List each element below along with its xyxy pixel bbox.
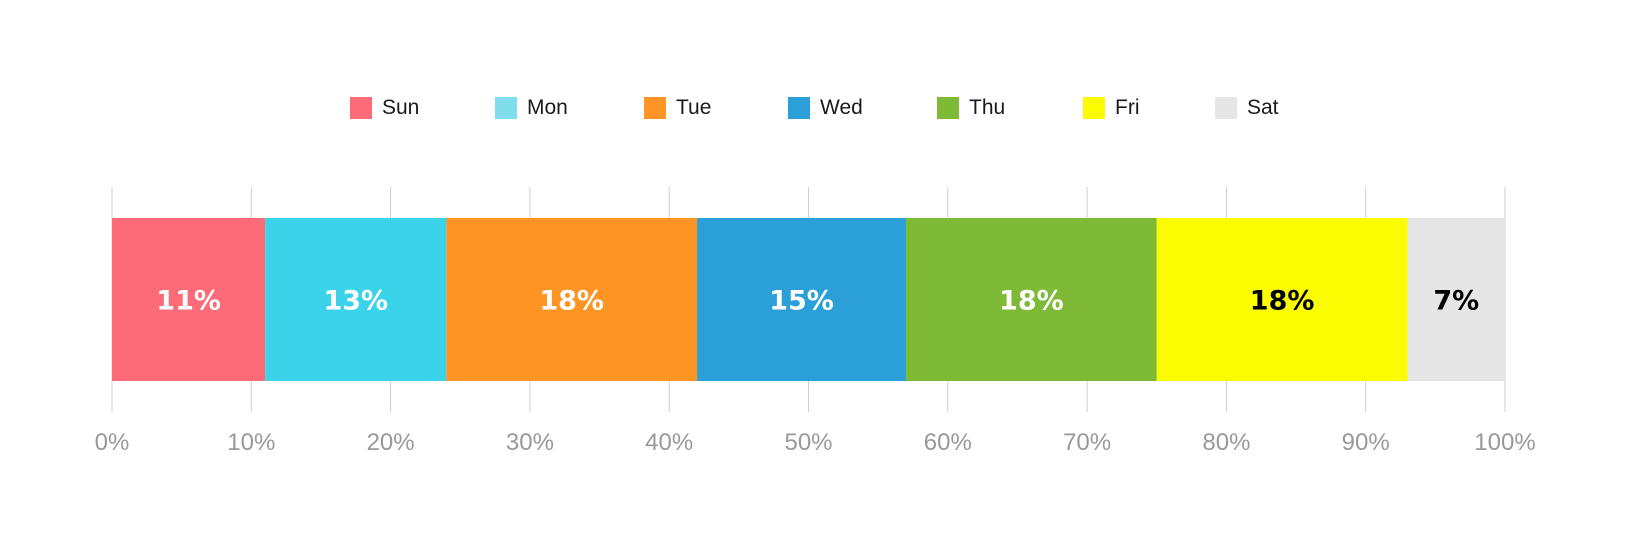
legend-swatch bbox=[788, 97, 810, 119]
legend-item-fri: Fri bbox=[1083, 96, 1140, 120]
x-tick-label: 90% bbox=[1342, 429, 1390, 456]
data-label-wed: 15% bbox=[769, 286, 834, 317]
data-label-sat: 7% bbox=[1433, 286, 1479, 317]
x-tick-label: 40% bbox=[645, 429, 693, 456]
data-label-mon: 13% bbox=[323, 286, 388, 317]
legend-label: Sun bbox=[382, 96, 420, 119]
x-tick-label: 50% bbox=[784, 429, 832, 456]
x-axis-tick-labels: 0% 10% 20% 30% 40% 50% 60% 70% 80% 90% 100% bbox=[95, 429, 1536, 456]
legend-label: Mon bbox=[527, 96, 568, 119]
bar-segment-thu bbox=[906, 218, 1157, 381]
legend-label: Thu bbox=[969, 96, 1006, 119]
chart-legend: Sun Mon Tue Wed Thu Fri Sat bbox=[0, 96, 1628, 120]
legend-swatch bbox=[644, 97, 666, 119]
legend-swatch bbox=[937, 97, 959, 119]
bar-segment-tue bbox=[446, 218, 698, 381]
data-label-thu: 18% bbox=[999, 286, 1064, 317]
legend-label: Wed bbox=[820, 96, 863, 119]
legend-item-mon: Mon bbox=[495, 96, 568, 120]
legend-item-tue: Tue bbox=[644, 96, 711, 120]
legend-item-sat: Sat bbox=[1215, 96, 1279, 120]
legend-label: Tue bbox=[676, 96, 712, 119]
data-label-sun: 11% bbox=[156, 286, 221, 317]
bar-segment-sat bbox=[1407, 218, 1505, 381]
legend-swatch bbox=[350, 97, 372, 119]
legend-swatch bbox=[1215, 97, 1237, 119]
legend-item-thu: Thu bbox=[937, 96, 1005, 120]
legend-swatch bbox=[495, 97, 517, 119]
bar-segment-sun bbox=[112, 218, 266, 381]
x-tick-label: 30% bbox=[506, 429, 554, 456]
x-tick-label: 10% bbox=[227, 429, 275, 456]
bar-segments: 11% 13% 18% 15% 18% 18% 7% bbox=[112, 218, 1505, 381]
x-tick-label: 80% bbox=[1202, 429, 1250, 456]
bar-segment-fri bbox=[1156, 218, 1408, 381]
legend-item-sun: Sun bbox=[350, 96, 419, 120]
legend-label: Sat bbox=[1247, 96, 1279, 119]
x-tick-label: 70% bbox=[1063, 429, 1111, 456]
data-label-fri: 18% bbox=[1250, 286, 1315, 317]
bar-segment-wed bbox=[697, 218, 907, 381]
x-tick-label: 20% bbox=[367, 429, 415, 456]
x-tick-label: 100% bbox=[1474, 429, 1535, 456]
legend-swatch bbox=[1083, 97, 1105, 119]
legend-item-wed: Wed bbox=[788, 96, 863, 120]
data-label-tue: 18% bbox=[539, 286, 604, 317]
x-tick-label: 60% bbox=[924, 429, 972, 456]
bar-segment-mon bbox=[265, 218, 447, 381]
x-tick-label: 0% bbox=[95, 429, 130, 456]
legend-label: Fri bbox=[1115, 96, 1140, 119]
